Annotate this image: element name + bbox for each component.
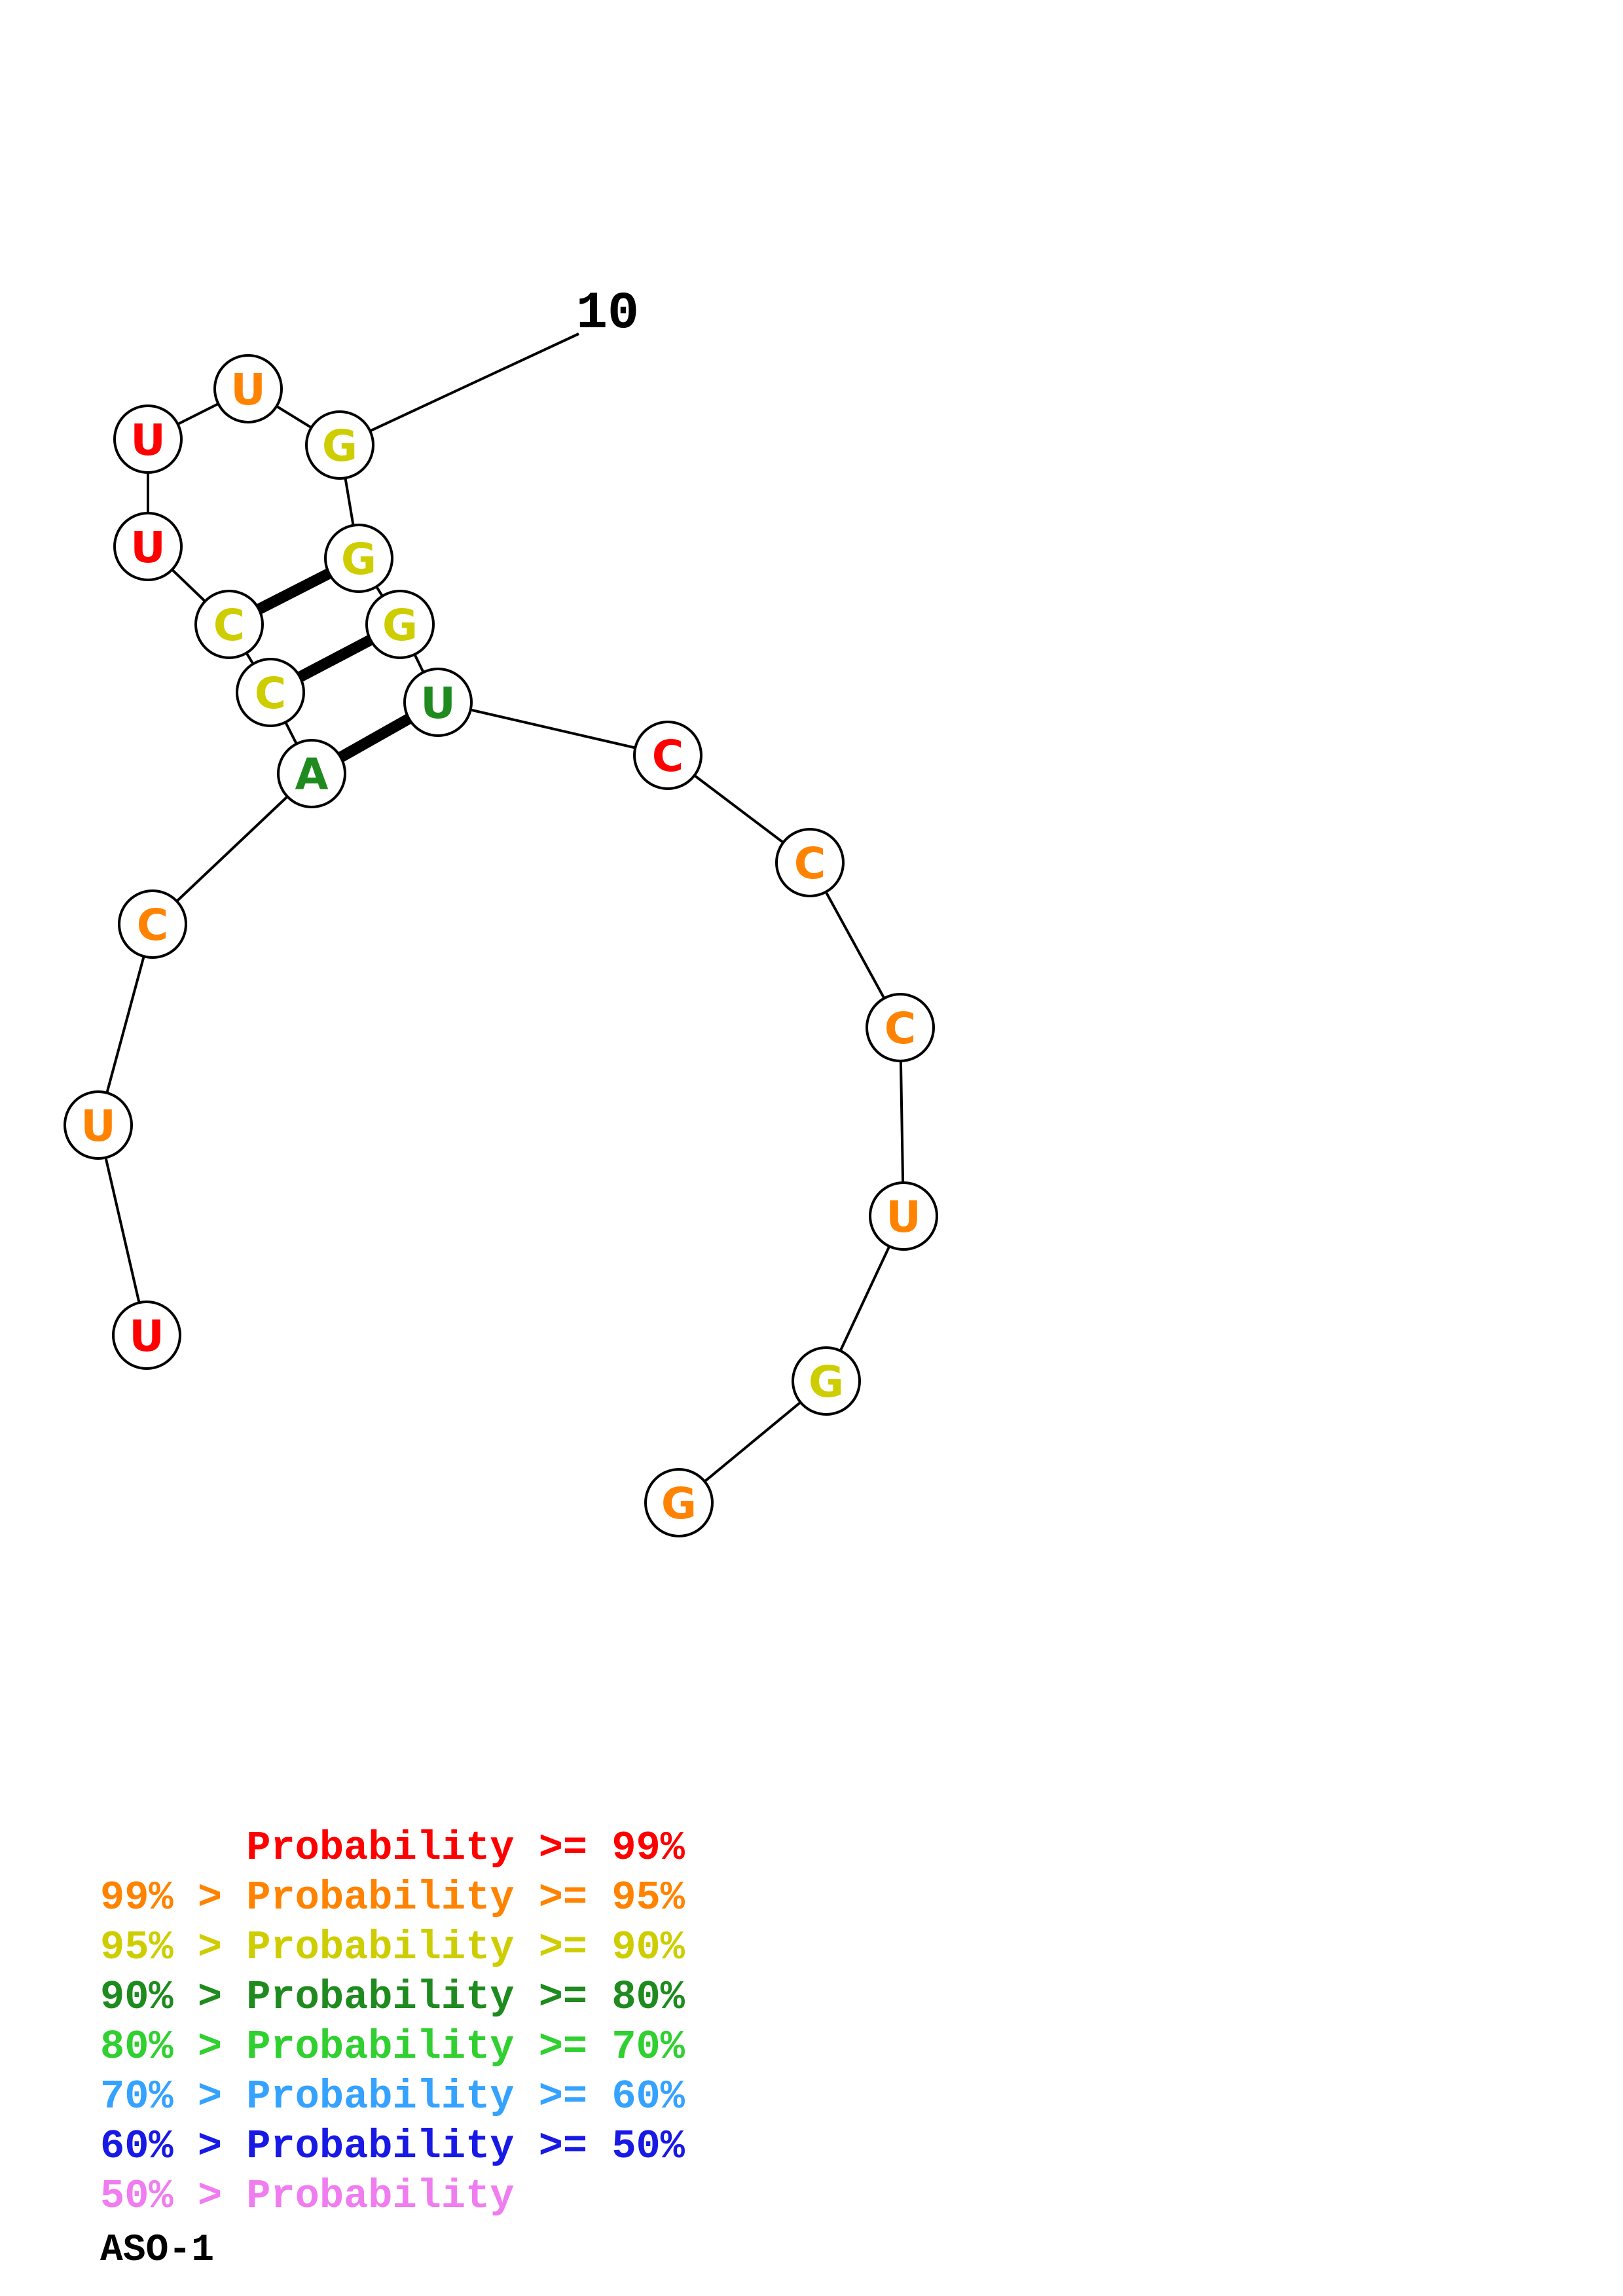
nucleotide-letter: C [794,838,826,889]
nucleotide-letter: C [884,1003,916,1054]
nucleotide-letter: G [382,600,418,651]
nucleotide-14-C: C [194,590,264,659]
nucleotide-7-U: U [403,668,473,737]
legend-item-p95: 99% > Probability >= 95% [100,1874,685,1921]
legend-item-p0: 50% > Probability [100,2173,515,2219]
nucleotide-circle [305,410,374,480]
legend-item-p99: Probability >= 99% [246,1825,685,1871]
nucleotide-circle [775,828,845,897]
legend-item-p80: 90% > Probability >= 80% [100,1974,685,2020]
nucleotide-letter: C [255,668,286,719]
nucleotide-circle [113,512,183,581]
nucleotide-letter: C [137,900,168,950]
nucleotide-letter: U [130,415,166,465]
nucleotide-letter: U [81,1101,116,1151]
sequence-name-label: ASO-1 [100,2229,215,2272]
nucleotide-circle [213,354,283,423]
nucleotide-11-U: U [213,354,283,423]
nucleotide-letter: U [130,522,166,573]
nucleotide-circle [324,524,393,593]
nucleotide-circle [866,993,935,1062]
backbone-bond [437,701,668,757]
nucleotide-circle [644,1468,714,1537]
nucleotide-letter: G [809,1357,844,1407]
nucleotide-circle [792,1346,861,1416]
nucleotide-13-U: U [113,512,183,581]
nucleotide-circle [64,1090,133,1160]
nucleotide-12-U: U [113,404,183,474]
nucleotide-letter: U [886,1192,921,1242]
nucleotide-4-C: C [866,993,935,1062]
nucleotide-1-G: G [644,1468,714,1537]
nucleotide-letter: A [295,749,328,800]
nucleotide-letter: G [322,421,357,471]
backbone-bond [97,1124,148,1336]
nucleotide-circle [869,1181,938,1251]
nucleotide-circle [403,668,473,737]
nucleotide-10-G: G [305,410,374,480]
nucleotide-letter: U [420,678,456,728]
nucleotide-circle [633,721,702,790]
nucleotide-5-C: C [775,828,845,897]
legend-item-p60: 70% > Probability >= 60% [100,2073,685,2120]
nucleotide-circle [113,404,183,474]
nucleotide-letter: U [129,1311,164,1361]
nucleotide-8-G: G [365,590,435,659]
nucleotide-letter: G [341,534,376,584]
index-label: 10 [576,284,639,344]
nucleotide-circle [236,658,305,727]
nucleotide-3-U: U [869,1181,938,1251]
nucleotide-15-C: C [236,658,305,727]
index-label-line [339,332,579,446]
legend-item-p50: 60% > Probability >= 50% [100,2123,685,2170]
nucleotide-18-U: U [64,1090,133,1160]
backbone-bond [151,772,313,925]
nucleotide-letter: C [652,731,684,781]
nucleotide-17-C: C [118,889,187,959]
nucleotide-letter: U [230,365,266,415]
nucleotide-circle [194,590,264,659]
nucleotide-2-G: G [792,1346,861,1416]
nucleotide-letter: G [661,1479,697,1529]
nucleotide-circle [277,739,346,808]
probability-legend: Probability >= 99% 99% > Probability >= … [100,1823,685,2221]
nucleotide-16-A: A [277,739,346,808]
nucleotide-9-G: G [324,524,393,593]
backbone-bond [97,924,154,1126]
nucleotide-6-C: C [633,721,702,790]
legend-item-p90: 95% > Probability >= 90% [100,1924,685,1971]
nucleotide-circle [118,889,187,959]
nucleotide-circle [365,590,435,659]
nucleotide-19-U: U [112,1300,181,1370]
nucleotide-letter: C [213,600,245,651]
nucleotide-circle [112,1300,181,1370]
legend-item-p70: 80% > Probability >= 70% [100,2024,685,2070]
